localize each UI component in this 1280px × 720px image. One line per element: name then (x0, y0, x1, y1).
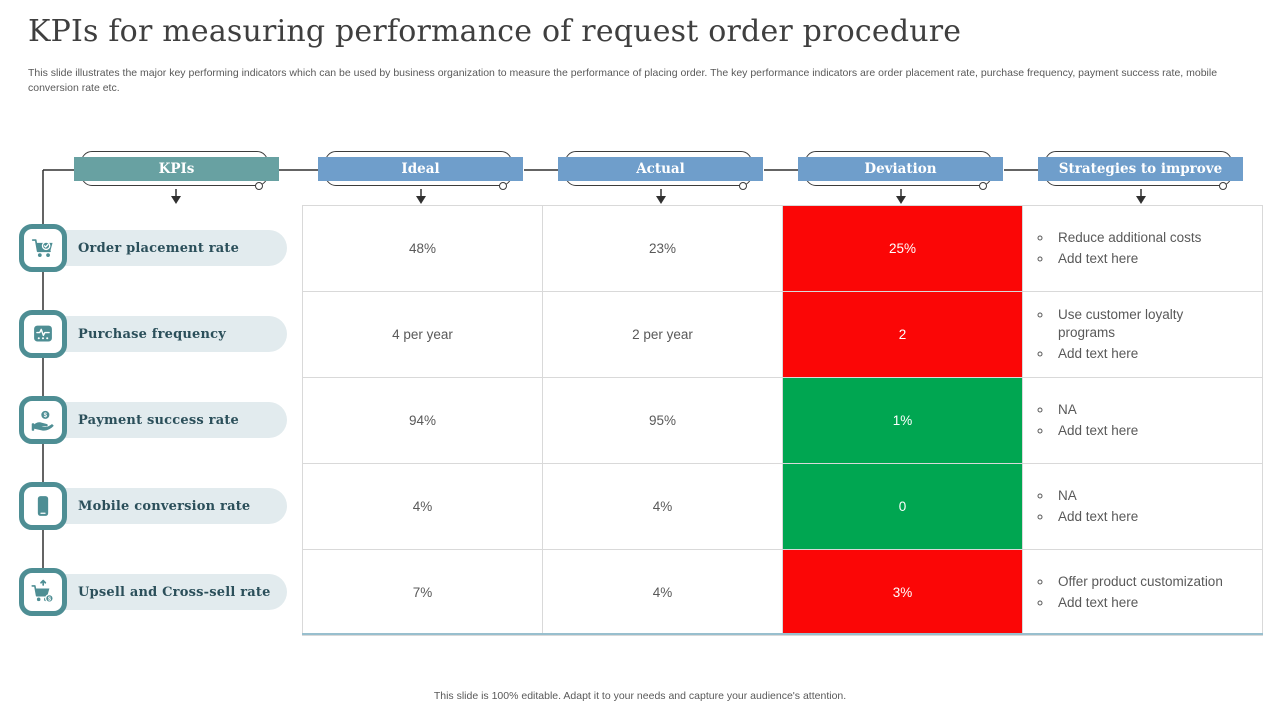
svg-text:$: $ (48, 597, 52, 603)
deviation-value-cell: 25% (783, 206, 1023, 292)
upsell-cart-icon: $ (19, 568, 67, 616)
header-fill: Strategies to improve (1038, 157, 1243, 181)
kpi-label: Order placement rate (78, 240, 240, 256)
connector-dot-icon (1219, 182, 1227, 190)
kpi-label: Purchase frequency (78, 326, 227, 342)
deviation-value-cell: 1% (783, 378, 1023, 464)
column-header-kpis: KPIs (74, 151, 279, 191)
strategies-cell: Use customer loyalty programs Add text he… (1023, 292, 1263, 378)
kpi-label: Mobile conversion rate (78, 498, 251, 514)
column-header-ideal: Ideal (318, 151, 523, 191)
ideal-value-cell: 4% (303, 464, 543, 550)
strategies-cell: Offer product customization Add text here (1023, 550, 1263, 636)
hand-coin-icon: $ (19, 396, 67, 444)
column-header-label: Deviation (864, 161, 937, 177)
kpi-label: Upsell and Cross-sell rate (78, 584, 271, 600)
slide-title: KPIs for measuring performance of reques… (28, 14, 962, 49)
actual-value-cell: 95% (543, 378, 783, 464)
connector-dot-icon (255, 182, 263, 190)
ideal-value-cell: 7% (303, 550, 543, 636)
deviation-value-cell: 0 (783, 464, 1023, 550)
kpi-label-pill: Purchase frequency (46, 316, 287, 352)
column-header-label: Strategies to improve (1058, 161, 1223, 177)
actual-value-cell: 4% (543, 464, 783, 550)
deviation-value-cell: 2 (783, 292, 1023, 378)
strategies-list: Offer product customization Add text here (1037, 570, 1223, 615)
strategy-item: NA (1053, 487, 1138, 505)
actual-value-cell: 4% (543, 550, 783, 636)
shopping-cart-check-icon (19, 224, 67, 272)
strategy-item: Add text here (1053, 345, 1232, 363)
column-header-label: KPIs (158, 161, 195, 177)
kpi-label-pill: Payment success rate (46, 402, 287, 438)
kpi-label-pill: Mobile conversion rate (46, 488, 287, 524)
strategy-item: Add text here (1053, 594, 1223, 612)
strategy-item: NA (1053, 401, 1138, 419)
ideal-value-cell: 4 per year (303, 292, 543, 378)
strategy-item: Add text here (1053, 250, 1201, 268)
strategies-list: Reduce additional costs Add text here (1037, 226, 1201, 271)
pulse-terminal-icon (19, 310, 67, 358)
ideal-value-cell: 94% (303, 378, 543, 464)
strategy-item: Reduce additional costs (1053, 229, 1201, 247)
column-header-label: Ideal (401, 161, 440, 177)
strategies-list: NA Add text here (1037, 398, 1138, 443)
strategy-item: Use customer loyalty programs (1053, 306, 1232, 342)
kpi-sidebar: Order placement rate Purchase frequency Pa… (0, 0, 300, 720)
actual-value-cell: 23% (543, 206, 783, 292)
strategies-cell: Reduce additional costs Add text here (1023, 206, 1263, 292)
strategies-cell: NA Add text here (1023, 378, 1263, 464)
column-header-label: Actual (636, 161, 685, 177)
strategies-list: NA Add text here (1037, 484, 1138, 529)
strategy-item: Offer product customization (1053, 573, 1223, 591)
kpi-table: 48%23%25%Reduce additional costsAdd text… (302, 205, 1263, 636)
column-header-actual: Actual (558, 151, 763, 191)
ideal-value-cell: 48% (303, 206, 543, 292)
strategy-item: Add text here (1053, 422, 1138, 440)
mobile-phone-icon (19, 482, 67, 530)
column-header-strategies: Strategies to improve (1038, 151, 1243, 191)
strategies-list: Use customer loyalty programs Add text he… (1037, 303, 1232, 367)
column-header-deviation: Deviation (798, 151, 1003, 191)
deviation-value-cell: 3% (783, 550, 1023, 636)
header-fill: KPIs (74, 157, 279, 181)
kpi-label: Payment success rate (78, 412, 239, 428)
header-fill: Ideal (318, 157, 523, 181)
kpi-label-pill: Order placement rate (46, 230, 287, 266)
header-fill: Deviation (798, 157, 1003, 181)
kpi-label-pill: Upsell and Cross-sell rate (46, 574, 287, 610)
down-arrow-icon (171, 196, 1146, 204)
svg-text:$: $ (44, 412, 48, 419)
actual-value-cell: 2 per year (543, 292, 783, 378)
header-fill: Actual (558, 157, 763, 181)
slide-subtitle: This slide illustrates the major key per… (28, 67, 1218, 94)
strategy-item: Add text here (1053, 508, 1138, 526)
table-bottom-accent-line (302, 632, 1263, 635)
connector-dot-icon (499, 182, 507, 190)
footer-note: This slide is 100% editable. Adapt it to… (433, 690, 847, 702)
connector-dot-icon (739, 182, 747, 190)
strategies-cell: NA Add text here (1023, 464, 1263, 550)
connector-dot-icon (979, 182, 987, 190)
